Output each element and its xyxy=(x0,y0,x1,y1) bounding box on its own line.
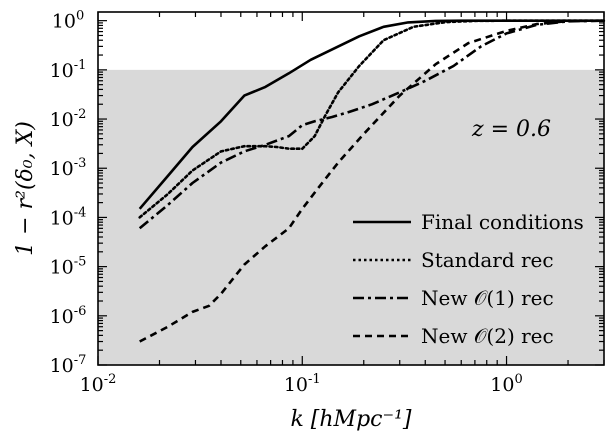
tick-labels-layer: 10-2 10-1 100 10-7 10-6 10-5 10-4 10-3 10-2 10-1 1… xyxy=(50,9,523,396)
x-tick-label-1: 10-1 xyxy=(284,372,321,396)
y-tick-label-7: 100 xyxy=(52,9,84,33)
legend: Final conditions Standard rec New 𝒪(1) rec… xyxy=(353,210,584,348)
y-tick-label-6: 10-1 xyxy=(50,58,87,82)
legend-label-1: Standard rec xyxy=(421,248,554,272)
redshift-annotation: z = 0.6 xyxy=(471,117,551,142)
y-tick-label-3: 10-4 xyxy=(50,205,87,229)
series-line-3 xyxy=(139,19,605,343)
series-layer xyxy=(138,19,606,343)
ticks-layer xyxy=(97,12,605,366)
y-tick-label-1: 10-6 xyxy=(50,304,87,328)
y-tick-label-5: 10-2 xyxy=(50,107,87,131)
y-tick-label-0: 10-7 xyxy=(50,353,87,377)
series-line-1 xyxy=(138,19,606,219)
x-tick-label-0: 10-2 xyxy=(80,372,117,396)
legend-label-0: Final conditions xyxy=(421,210,584,234)
shaded-region xyxy=(98,69,604,366)
plot-frame xyxy=(97,11,605,366)
y-axis-label: 1 − r²(δ₀, X) xyxy=(13,121,38,256)
x-tick-label-2: 100 xyxy=(490,372,522,396)
legend-label-3: New 𝒪(2) rec xyxy=(421,324,554,348)
legend-label-2: New 𝒪(1) rec xyxy=(421,286,554,310)
x-axis-label: k [hMpc⁻¹] xyxy=(290,407,411,432)
y-tick-label-2: 10-5 xyxy=(50,255,87,279)
y-tick-label-4: 10-3 xyxy=(50,156,87,180)
